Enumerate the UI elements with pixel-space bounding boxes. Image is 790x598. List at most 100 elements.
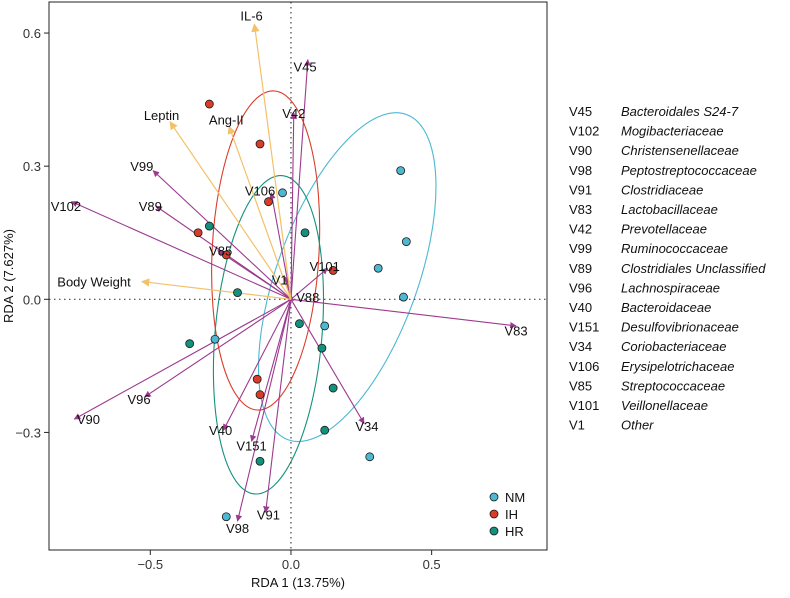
taxa-vector-v42 bbox=[290, 112, 297, 300]
point-hr-25 bbox=[255, 456, 265, 466]
y-tick-label: 0.6 bbox=[23, 26, 41, 41]
legend-label-ih: IH bbox=[505, 507, 518, 522]
taxa-code-v83: V83 bbox=[569, 202, 592, 217]
point-nm-6 bbox=[210, 334, 220, 344]
env-vector-label-ang-ii: Ang-II bbox=[209, 113, 244, 128]
point-ih-14 bbox=[328, 266, 338, 275]
taxa-vector-v91 bbox=[263, 299, 292, 513]
taxa-code-v101: V101 bbox=[569, 398, 599, 413]
taxa-name-v1: Other bbox=[621, 418, 654, 433]
legend-marker-hr bbox=[489, 526, 499, 536]
taxa-name-v101: Veillonellaceae bbox=[621, 398, 708, 413]
taxa-vector-label-v91: V91 bbox=[257, 508, 280, 523]
taxa-vector-label-v88: V88 bbox=[296, 290, 319, 305]
taxa-code-v34: V34 bbox=[569, 339, 592, 354]
taxa-vector-label-v83: V83 bbox=[504, 323, 527, 338]
x-tick-label: 0.0 bbox=[282, 557, 300, 572]
legend-label-hr: HR bbox=[505, 524, 524, 539]
taxa-name-v96: Lachnospiraceae bbox=[621, 280, 720, 295]
taxa-name-v99: Ruminococcaceae bbox=[621, 241, 728, 256]
ellipse-hr bbox=[212, 175, 325, 495]
group-legend: NM IH HR bbox=[489, 490, 525, 539]
taxa-name-v91: Clostridiaceae bbox=[621, 182, 703, 197]
point-nm-2 bbox=[373, 263, 383, 273]
env-vector-label-body-weight: Body Weight bbox=[57, 275, 131, 290]
legend-label-nm: NM bbox=[505, 490, 525, 505]
y-tick-label: 0.0 bbox=[23, 292, 41, 307]
point-ih-9 bbox=[204, 99, 214, 109]
point-hr-17 bbox=[204, 221, 214, 231]
y-axis-title: RDA 2 (7.627%) bbox=[1, 229, 16, 323]
point-hr-24 bbox=[320, 425, 330, 435]
env-vector-body-weight bbox=[141, 278, 292, 300]
taxa-vector-label-v42: V42 bbox=[282, 106, 305, 121]
taxa-vector-v45 bbox=[290, 59, 311, 300]
point-ih-16 bbox=[255, 390, 265, 400]
taxa-vector-label-v1: V1 bbox=[272, 272, 288, 287]
ellipse-ih bbox=[211, 90, 321, 411]
taxa-code-v45: V45 bbox=[569, 104, 592, 119]
x-tick-label: −0.5 bbox=[137, 557, 163, 572]
taxa-name-v42: Prevotellaceae bbox=[621, 222, 707, 237]
y-tick-label: 0.3 bbox=[23, 159, 41, 174]
plot-frame bbox=[48, 1, 548, 551]
taxa-vector-label-v101: V101 bbox=[310, 259, 340, 274]
point-nm-1 bbox=[401, 237, 411, 247]
taxa-vector-label-v151: V151 bbox=[236, 439, 266, 454]
y-tick-label: −0.3 bbox=[15, 425, 41, 440]
taxa-vector-label-v98: V98 bbox=[226, 521, 249, 536]
point-ih-11 bbox=[264, 197, 273, 207]
taxa-vector-label-v106: V106 bbox=[245, 184, 275, 199]
point-hr-19 bbox=[233, 288, 242, 298]
taxa-code-v85: V85 bbox=[569, 378, 592, 393]
point-nm-4 bbox=[320, 321, 330, 331]
point-nm-7 bbox=[221, 512, 231, 522]
taxa-code-v102: V102 bbox=[569, 124, 599, 139]
taxa-vector-v90 bbox=[73, 298, 292, 420]
biplot-vectors bbox=[70, 23, 517, 522]
point-nm-8 bbox=[278, 188, 287, 198]
taxa-vector-label-v99: V99 bbox=[130, 159, 153, 174]
taxa-name-v98: Peptostreptococcaceae bbox=[621, 163, 757, 178]
taxa-code-v98: V98 bbox=[569, 163, 592, 178]
env-vector-leptin bbox=[169, 121, 292, 300]
taxa-code-v42: V42 bbox=[569, 222, 592, 237]
taxa-vector-label-v89: V89 bbox=[139, 199, 162, 214]
taxa-name-v34: Coriobacteriaceae bbox=[621, 339, 727, 354]
taxa-vector-v96 bbox=[144, 298, 292, 398]
taxa-vector-v83 bbox=[290, 298, 517, 329]
env-vector-ang-ii bbox=[227, 125, 292, 300]
legend-marker-nm bbox=[489, 492, 499, 502]
taxa-name-v151: Desulfovibrionaceae bbox=[621, 320, 739, 335]
taxa-vector-label-v90: V90 bbox=[77, 412, 100, 427]
point-ih-13 bbox=[221, 250, 231, 260]
taxa-code-v99: V99 bbox=[569, 241, 592, 256]
taxa-vector-v34 bbox=[290, 299, 365, 425]
taxa-vector-label-v40: V40 bbox=[209, 423, 232, 438]
point-hr-18 bbox=[300, 228, 310, 238]
vector-labels: V45 V42 V99 V102 V89 V106 V85 V101 V1 V88 V83 V96 V9… bbox=[51, 8, 528, 536]
taxa-code-v151: V151 bbox=[569, 320, 599, 335]
taxa-vector-label-v102: V102 bbox=[51, 199, 81, 214]
taxa-vector-v98 bbox=[235, 299, 292, 522]
x-axis-title: RDA 1 (13.75%) bbox=[251, 575, 345, 590]
taxa-vector-v101 bbox=[290, 267, 329, 300]
taxa-vector-label-v96: V96 bbox=[127, 392, 150, 407]
taxa-vector-label-v45: V45 bbox=[293, 59, 316, 74]
taxa-code-v90: V90 bbox=[569, 143, 592, 158]
taxa-vector-label-v34: V34 bbox=[355, 419, 378, 434]
env-vector-label-il-6: IL-6 bbox=[240, 8, 262, 23]
reference-lines bbox=[49, 2, 547, 550]
taxa-code-v106: V106 bbox=[569, 359, 599, 374]
taxa-vector-v85 bbox=[217, 250, 292, 300]
taxa-code-v96: V96 bbox=[569, 280, 592, 295]
point-ih-15 bbox=[252, 374, 262, 384]
point-hr-21 bbox=[185, 339, 195, 349]
taxa-name-v85: Streptococcaceae bbox=[621, 378, 725, 393]
sample-points bbox=[185, 99, 411, 522]
taxa-name-v40: Bacteroidaceae bbox=[621, 300, 711, 315]
point-ih-12 bbox=[193, 228, 203, 238]
point-nm-3 bbox=[399, 292, 408, 302]
point-nm-5 bbox=[365, 452, 375, 462]
